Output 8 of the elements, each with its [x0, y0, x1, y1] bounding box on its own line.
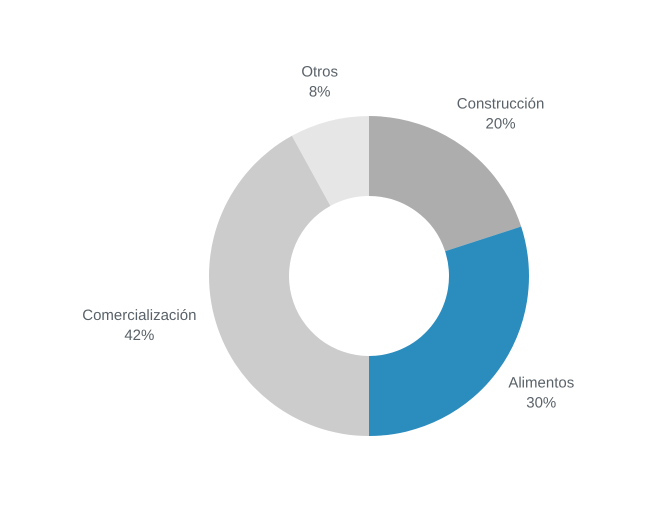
data-label: 8% — [308, 83, 331, 100]
data-label: 42% — [124, 326, 154, 344]
slice-label: Otros — [301, 63, 338, 80]
data-label: 20% — [486, 115, 516, 132]
slice-label: Construcción — [456, 95, 544, 112]
data-label: 30% — [526, 394, 556, 412]
slice-label: Comercialización — [82, 306, 196, 324]
slice-label: Alimentos — [508, 374, 574, 392]
